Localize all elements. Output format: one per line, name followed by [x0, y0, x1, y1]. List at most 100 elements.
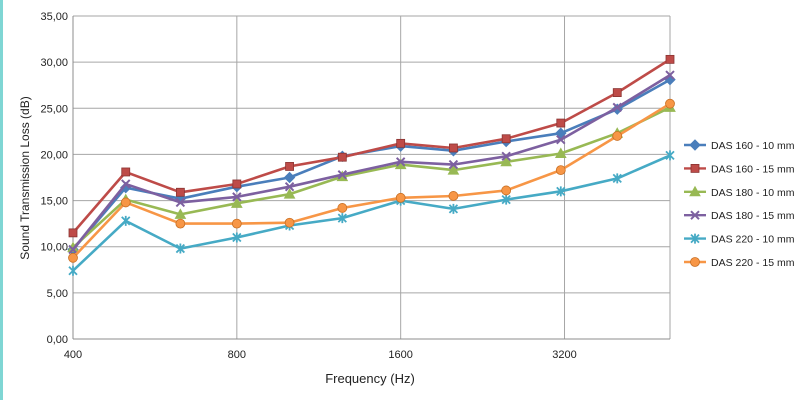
data-point [68, 244, 78, 255]
legend-label: DAS 180 - 10 mm [711, 187, 795, 199]
data-point [175, 218, 186, 229]
data-point [120, 197, 131, 208]
legend-label: DAS 160 - 15 mm [711, 163, 795, 175]
series-1 [67, 73, 676, 256]
data-point [121, 215, 131, 226]
x-tick-label: 400 [64, 349, 82, 361]
data-point [121, 167, 131, 177]
transmission-loss-chart: 0,00 5,00 10,00 15,00 20,00 25,00 30,00 35,00 4… [18, 11, 795, 386]
legend-marker [689, 139, 701, 151]
data-point [501, 185, 512, 196]
data-point [232, 232, 242, 243]
data-point [555, 165, 566, 176]
data-point [556, 118, 566, 128]
data-point [68, 265, 78, 276]
legend-item: DAS 160 - 10 mm [684, 139, 795, 152]
legend-marker [689, 185, 701, 197]
data-point [501, 134, 511, 144]
y-tick-label: 0,00 [47, 334, 68, 346]
y-tick-label: 35,00 [40, 11, 68, 23]
data-point [337, 170, 348, 180]
data-point [175, 197, 186, 208]
data-point [283, 171, 296, 184]
series-line [72, 102, 671, 259]
data-point [337, 203, 348, 213]
data-point [501, 151, 511, 161]
data-point [665, 70, 675, 80]
legend-marker [690, 210, 700, 220]
data-point [612, 88, 622, 97]
y-axis-ticks: 0,00 5,00 10,00 15,00 20,00 25,00 30,00 35,00 [40, 11, 68, 346]
data-point [68, 252, 78, 263]
data-point [448, 159, 459, 170]
legend-marker [690, 233, 700, 244]
series-5 [68, 150, 675, 276]
series-group [67, 54, 676, 276]
legend-item: DAS 180 - 15 mm [684, 210, 795, 222]
series-line [71, 73, 671, 251]
data-point [612, 102, 622, 113]
series-6 [68, 98, 675, 263]
series-line [72, 78, 671, 251]
data-point [396, 138, 406, 148]
y-tick-label: 25,00 [40, 103, 68, 115]
y-tick-label: 5,00 [47, 288, 68, 300]
series-line [72, 106, 671, 249]
data-point [232, 192, 242, 202]
data-point [665, 98, 675, 109]
data-point [665, 150, 675, 161]
data-point [231, 218, 242, 229]
legend-label: DAS 180 - 15 mm [711, 210, 795, 222]
data-point [283, 188, 296, 199]
series-line [72, 154, 671, 272]
data-point [556, 186, 566, 197]
data-point [449, 143, 458, 153]
data-point [500, 155, 513, 167]
series-2 [68, 54, 675, 238]
data-point [501, 194, 511, 205]
legend-marker [690, 163, 700, 173]
x-tick-label: 3200 [552, 349, 576, 361]
series-line [72, 58, 671, 234]
legend-item: DAS 220 - 10 mm [684, 233, 795, 246]
legend-label: DAS 160 - 10 mm [711, 140, 795, 152]
y-tick-label: 10,00 [40, 242, 68, 254]
data-point [285, 162, 294, 171]
data-point [175, 187, 185, 197]
data-point [448, 203, 459, 214]
data-point [337, 152, 347, 162]
x-tick-label: 800 [228, 349, 246, 361]
data-point [174, 208, 187, 219]
legend-marker [690, 257, 700, 267]
legend-item: DAS 180 - 10 mm [684, 185, 795, 199]
data-point [284, 182, 295, 192]
series-4 [68, 70, 675, 255]
data-point [556, 134, 566, 145]
data-point [121, 179, 131, 189]
legend-item: DAS 220 - 15 mm [684, 257, 795, 269]
data-point [554, 147, 567, 159]
data-point [395, 192, 406, 203]
y-tick-label: 20,00 [40, 149, 68, 161]
data-point [555, 127, 567, 139]
legend-label: DAS 220 - 10 mm [711, 234, 795, 246]
data-point [230, 197, 243, 208]
data-point [665, 54, 675, 64]
data-point [68, 228, 78, 238]
x-tick-label: 1600 [388, 349, 412, 361]
y-tick-label: 30,00 [40, 57, 68, 69]
data-point [612, 173, 622, 184]
legend-item: DAS 160 - 15 mm [684, 163, 795, 175]
y-axis-label: Sound Transmission Loss (dB) [18, 96, 32, 259]
grid [72, 15, 671, 340]
x-axis-ticks: 400 800 1600 3200 [64, 349, 577, 361]
legend: DAS 160 - 10 mm DAS 160 - 15 mm DAS 180 - … [684, 139, 795, 269]
data-point [284, 217, 295, 228]
data-point [395, 157, 406, 167]
y-tick-label: 15,00 [40, 196, 68, 208]
x-axis-label: Frequency (Hz) [325, 371, 415, 386]
data-point [337, 213, 347, 224]
data-point [448, 191, 459, 201]
legend-label: DAS 220 - 15 mm [711, 257, 795, 269]
